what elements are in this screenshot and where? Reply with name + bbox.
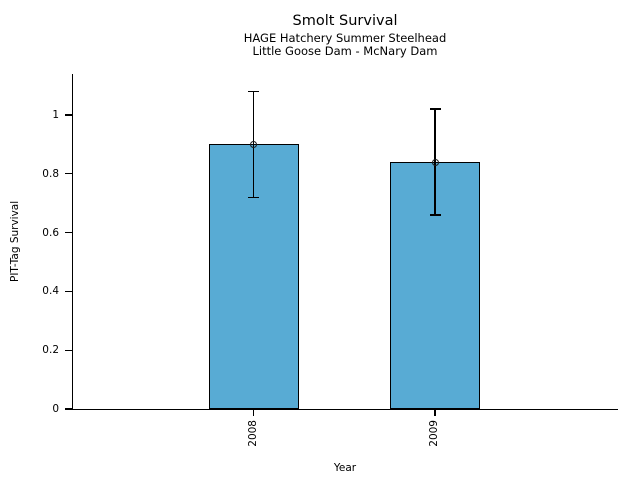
y-tick-label: 1 (52, 109, 59, 121)
error-bar-cap-top (248, 90, 259, 93)
y-tick-label: 0.6 (42, 226, 59, 239)
error-bar-cap-top (429, 108, 441, 110)
y-tick-label: 0.8 (42, 167, 59, 180)
y-tick-mark (65, 173, 72, 175)
chart-title: Smolt Survival (292, 13, 398, 29)
y-tick-mark (65, 114, 72, 116)
x-axis-label: Year (333, 462, 357, 474)
x-tick-mark (434, 410, 436, 416)
y-tick-mark (65, 231, 72, 234)
chart-subtitle-line2: Little Goose Dam - McNary Dam (252, 44, 438, 58)
y-tick-label: 0.2 (42, 344, 59, 357)
data-point-marker (250, 140, 257, 148)
x-tick-label: 2009 (428, 420, 440, 447)
data-point-marker (431, 158, 439, 166)
y-tick-label: 0 (52, 403, 59, 415)
plot-area (72, 74, 617, 409)
x-axis-spine (71, 408, 618, 410)
y-axis-spine (71, 74, 73, 410)
y-axis-label: PIT-Tag Survival (9, 200, 21, 283)
y-tick-mark (65, 290, 72, 293)
error-bar-cap-bottom (429, 214, 441, 216)
y-tick-label: 0.4 (42, 285, 59, 298)
chart-subtitle-line1: HAGE Hatchery Summer Steelhead (243, 31, 447, 45)
x-tick-mark (252, 410, 255, 416)
y-tick-mark (65, 349, 72, 351)
error-bar-cap-bottom (248, 196, 259, 198)
x-tick-label: 2008 (246, 420, 259, 447)
y-tick-mark (65, 408, 72, 410)
